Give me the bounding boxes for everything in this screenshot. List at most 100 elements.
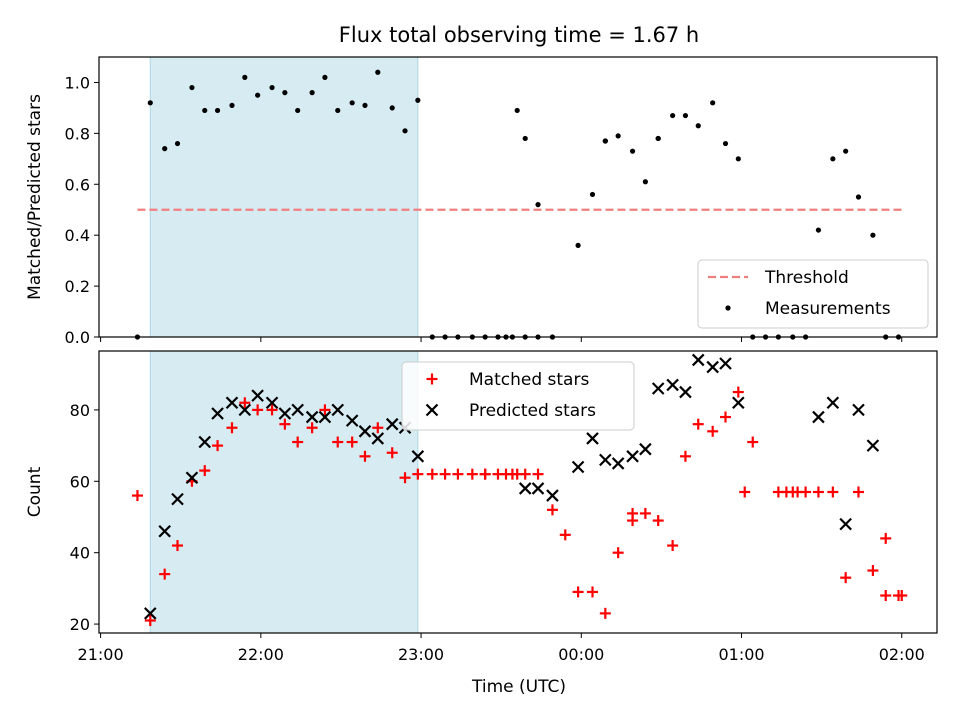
data-point bbox=[735, 156, 741, 162]
data-point bbox=[639, 507, 651, 519]
data-point bbox=[279, 418, 291, 430]
x-tick-label: 21:00 bbox=[78, 645, 124, 664]
data-point bbox=[318, 410, 332, 424]
data-point bbox=[371, 432, 385, 445]
data-point bbox=[252, 404, 264, 416]
data-point bbox=[514, 107, 520, 114]
data-point bbox=[571, 460, 585, 474]
data-point bbox=[185, 471, 199, 484]
y-tick-label: 0.8 bbox=[65, 124, 90, 143]
marker-stroke bbox=[852, 403, 865, 417]
data-point bbox=[415, 97, 421, 103]
data-point bbox=[812, 410, 825, 424]
data-point bbox=[372, 422, 384, 434]
data-point bbox=[159, 568, 171, 580]
marker-stroke bbox=[866, 439, 880, 452]
data-point bbox=[198, 435, 212, 449]
data-point bbox=[358, 425, 372, 438]
data-point bbox=[242, 74, 248, 80]
data-point bbox=[362, 102, 368, 108]
data-point bbox=[239, 397, 251, 409]
data-point bbox=[559, 529, 571, 541]
marker-stroke bbox=[345, 414, 359, 427]
data-point bbox=[319, 404, 331, 416]
marker-stroke bbox=[826, 396, 840, 410]
y-tick-label: 40 bbox=[70, 544, 90, 563]
data-point bbox=[719, 411, 731, 423]
observing-interval-shade bbox=[149, 56, 419, 338]
y-tick-label: 0.4 bbox=[65, 226, 90, 245]
data-point bbox=[651, 382, 665, 395]
data-point bbox=[896, 590, 908, 602]
data-point bbox=[426, 468, 438, 480]
data-point bbox=[162, 146, 168, 152]
marker-stroke bbox=[171, 492, 184, 506]
data-point bbox=[282, 90, 288, 96]
data-point bbox=[586, 432, 599, 445]
marker-stroke bbox=[143, 607, 157, 620]
marker-stroke bbox=[211, 407, 224, 420]
data-point bbox=[399, 472, 411, 484]
data-point bbox=[642, 179, 648, 185]
data-point bbox=[629, 148, 636, 154]
data-point bbox=[532, 468, 544, 480]
data-point bbox=[780, 486, 792, 498]
axes-frame bbox=[98, 56, 938, 338]
data-point bbox=[439, 468, 451, 480]
data-point bbox=[174, 140, 181, 147]
legend-label: Measurements bbox=[765, 299, 891, 319]
data-point bbox=[840, 572, 852, 584]
panel-counts: 20 40 60 80 Count 21:00 22:00 23:00 00:00 01:00 02… bbox=[25, 350, 938, 664]
data-point bbox=[626, 450, 639, 463]
data-point bbox=[575, 242, 581, 248]
marker-stroke bbox=[518, 482, 532, 495]
marker-stroke bbox=[611, 457, 625, 470]
x-tick-label: 01:00 bbox=[718, 645, 764, 664]
marker-stroke bbox=[719, 357, 732, 370]
marker-stroke bbox=[626, 450, 639, 463]
data-point bbox=[706, 360, 719, 374]
data-point bbox=[843, 148, 849, 154]
data-point bbox=[852, 486, 864, 498]
x-tick-label: 23:00 bbox=[398, 645, 444, 664]
data-point bbox=[725, 305, 731, 311]
data-point bbox=[389, 105, 395, 111]
marker-stroke bbox=[679, 385, 692, 399]
marker-stroke bbox=[305, 410, 319, 424]
marker-stroke bbox=[425, 403, 439, 417]
data-point bbox=[511, 468, 523, 480]
data-point bbox=[679, 450, 691, 462]
data-point bbox=[385, 417, 399, 431]
y-tick-label: 0.2 bbox=[65, 277, 90, 296]
data-point bbox=[870, 232, 876, 238]
data-point bbox=[852, 403, 865, 417]
data-point bbox=[322, 74, 328, 80]
marker-stroke bbox=[358, 425, 372, 438]
data-point bbox=[587, 586, 599, 598]
data-point bbox=[143, 607, 157, 620]
data-point bbox=[535, 202, 541, 208]
legend-label: Predicted stars bbox=[469, 401, 596, 421]
data-point bbox=[792, 486, 804, 498]
data-point bbox=[518, 482, 532, 495]
marker-stroke bbox=[385, 417, 399, 431]
data-point bbox=[682, 112, 689, 119]
marker-stroke bbox=[225, 396, 239, 410]
chart-title: Flux total observing time = 1.67 h bbox=[339, 23, 699, 47]
data-point bbox=[278, 407, 292, 420]
data-point bbox=[402, 128, 408, 134]
data-point bbox=[305, 410, 319, 424]
data-point bbox=[826, 396, 840, 410]
data-point bbox=[880, 532, 892, 544]
legend: Matched stars Predicted stars bbox=[401, 361, 635, 431]
data-point bbox=[667, 540, 679, 552]
data-point bbox=[345, 414, 359, 427]
data-point bbox=[670, 112, 676, 119]
data-point bbox=[866, 439, 880, 452]
marker-stroke bbox=[586, 432, 599, 445]
data-point bbox=[639, 442, 652, 456]
data-point bbox=[346, 436, 358, 448]
marker-stroke bbox=[732, 396, 745, 410]
marker-stroke bbox=[839, 517, 852, 531]
